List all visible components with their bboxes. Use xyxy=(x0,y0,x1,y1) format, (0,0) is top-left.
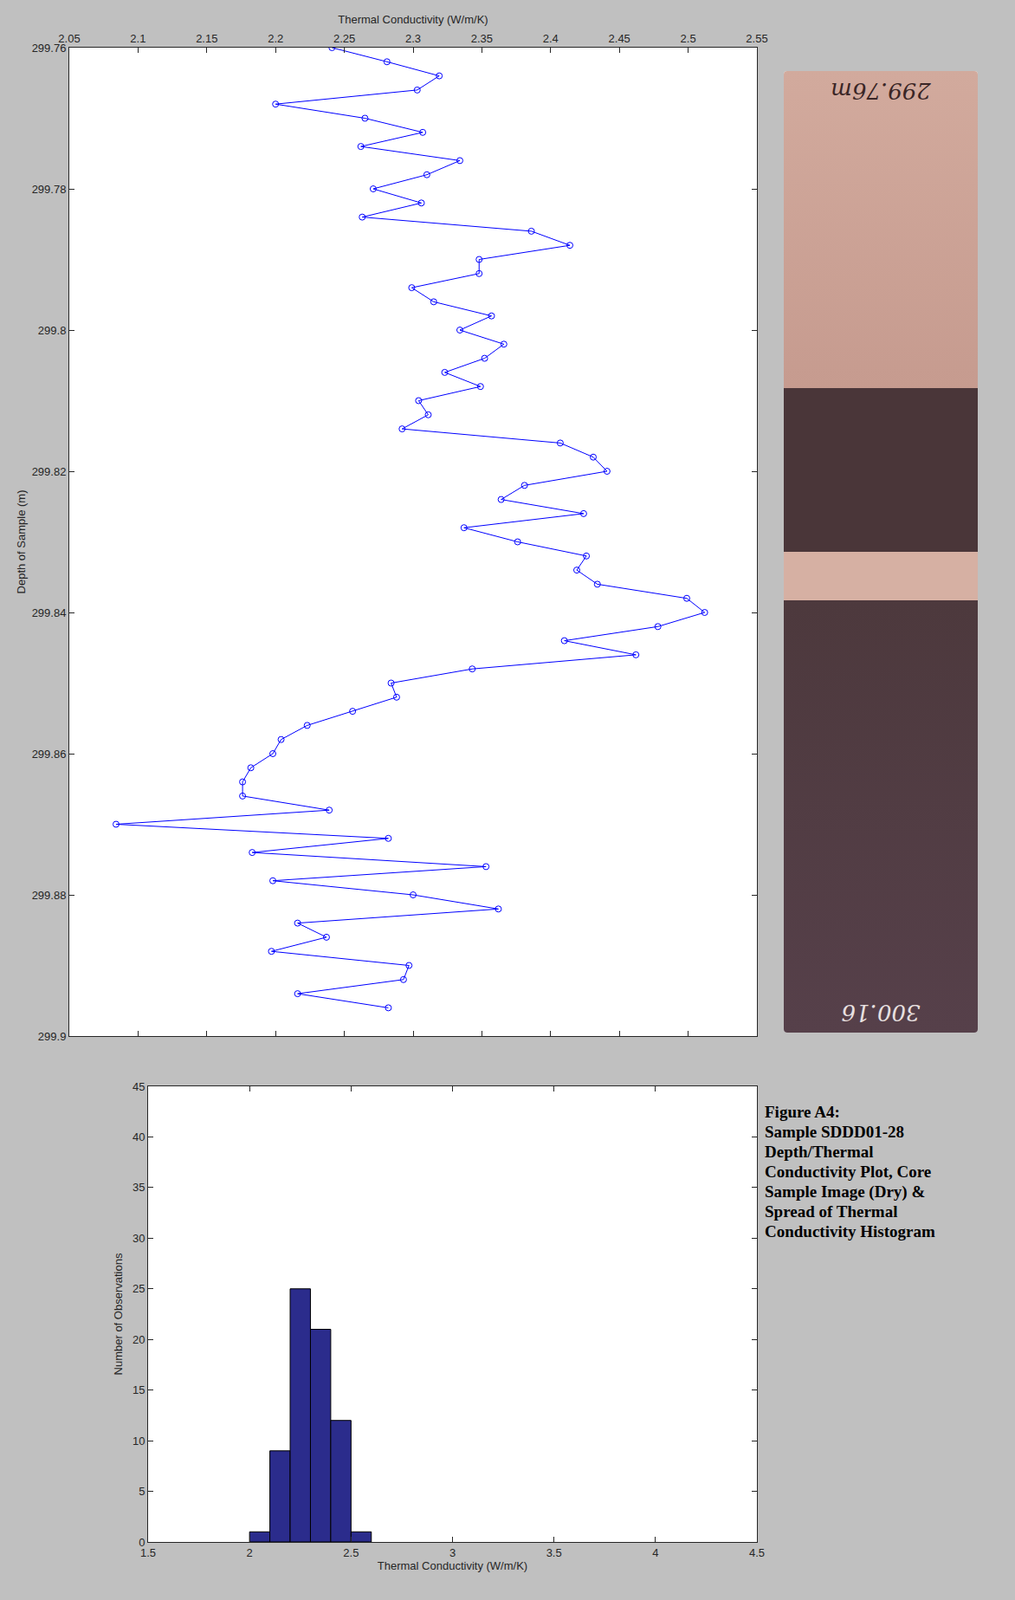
svg-text:10: 10 xyxy=(132,1434,145,1448)
html-text:Sample Image (Dry) &: Sample Image (Dry) & xyxy=(764,1182,926,1201)
svg-text:2.4: 2.4 xyxy=(543,32,559,46)
svg-text:2.55: 2.55 xyxy=(745,32,768,46)
html-text:299.76m: 299.76m xyxy=(830,77,931,104)
html-text:300.16: 300.16 xyxy=(841,999,921,1026)
svg-text:Number of Observations: Number of Observations xyxy=(111,1252,125,1375)
svg-text:299.82: 299.82 xyxy=(32,465,67,479)
svg-text:25: 25 xyxy=(132,1281,145,1295)
svg-text:0: 0 xyxy=(138,1535,145,1549)
svg-text:2.05: 2.05 xyxy=(58,32,80,46)
html-text:Conductivity Histogram: Conductivity Histogram xyxy=(764,1221,936,1241)
svg-text:299.78: 299.78 xyxy=(32,182,67,196)
svg-text:2.1: 2.1 xyxy=(129,32,146,46)
svg-text:4: 4 xyxy=(652,1545,659,1559)
svg-text:299.8: 299.8 xyxy=(38,323,67,337)
svg-text:2.15: 2.15 xyxy=(195,32,218,46)
svg-text:2.5: 2.5 xyxy=(680,32,697,46)
svg-text:20: 20 xyxy=(132,1332,145,1346)
svg-text:299.76: 299.76 xyxy=(32,41,67,55)
svg-text:299.84: 299.84 xyxy=(32,606,67,620)
svg-text:2.5: 2.5 xyxy=(342,1545,359,1559)
svg-text:4.5: 4.5 xyxy=(749,1545,765,1559)
svg-text:Thermal Conductivity (W/m/K): Thermal Conductivity (W/m/K) xyxy=(377,1558,528,1572)
svg-text:2.3: 2.3 xyxy=(405,32,421,46)
svg-text:299.86: 299.86 xyxy=(32,747,67,761)
svg-text:30: 30 xyxy=(132,1231,145,1245)
svg-text:3: 3 xyxy=(449,1545,456,1559)
svg-text:Thermal Conductivity (W/m/K): Thermal Conductivity (W/m/K) xyxy=(337,12,488,26)
html-text:Sample SDDD01-28: Sample SDDD01-28 xyxy=(764,1122,905,1141)
svg-text:2.25: 2.25 xyxy=(333,32,356,46)
html-text:Spread of Thermal: Spread of Thermal xyxy=(764,1202,898,1221)
svg-text:3.5: 3.5 xyxy=(546,1545,563,1559)
html-text:Figure A4:: Figure A4: xyxy=(764,1102,840,1121)
svg-text:2: 2 xyxy=(246,1545,253,1559)
svg-text:15: 15 xyxy=(132,1383,145,1397)
svg-text:2.45: 2.45 xyxy=(608,32,631,46)
svg-text:1.5: 1.5 xyxy=(140,1545,156,1559)
svg-text:299.9: 299.9 xyxy=(38,1029,67,1043)
svg-text:2.35: 2.35 xyxy=(471,32,493,46)
svg-text:2.2: 2.2 xyxy=(267,32,284,46)
svg-text:40: 40 xyxy=(132,1130,145,1144)
svg-text:5: 5 xyxy=(138,1484,145,1498)
svg-text:35: 35 xyxy=(132,1180,145,1194)
html-text:Conductivity Plot, Core: Conductivity Plot, Core xyxy=(764,1162,932,1181)
svg-text:299.88: 299.88 xyxy=(32,888,67,902)
html-text:Depth/Thermal: Depth/Thermal xyxy=(764,1142,874,1161)
svg-text:Depth of Sample (m): Depth of Sample (m) xyxy=(14,490,28,595)
svg-text:45: 45 xyxy=(132,1079,145,1093)
